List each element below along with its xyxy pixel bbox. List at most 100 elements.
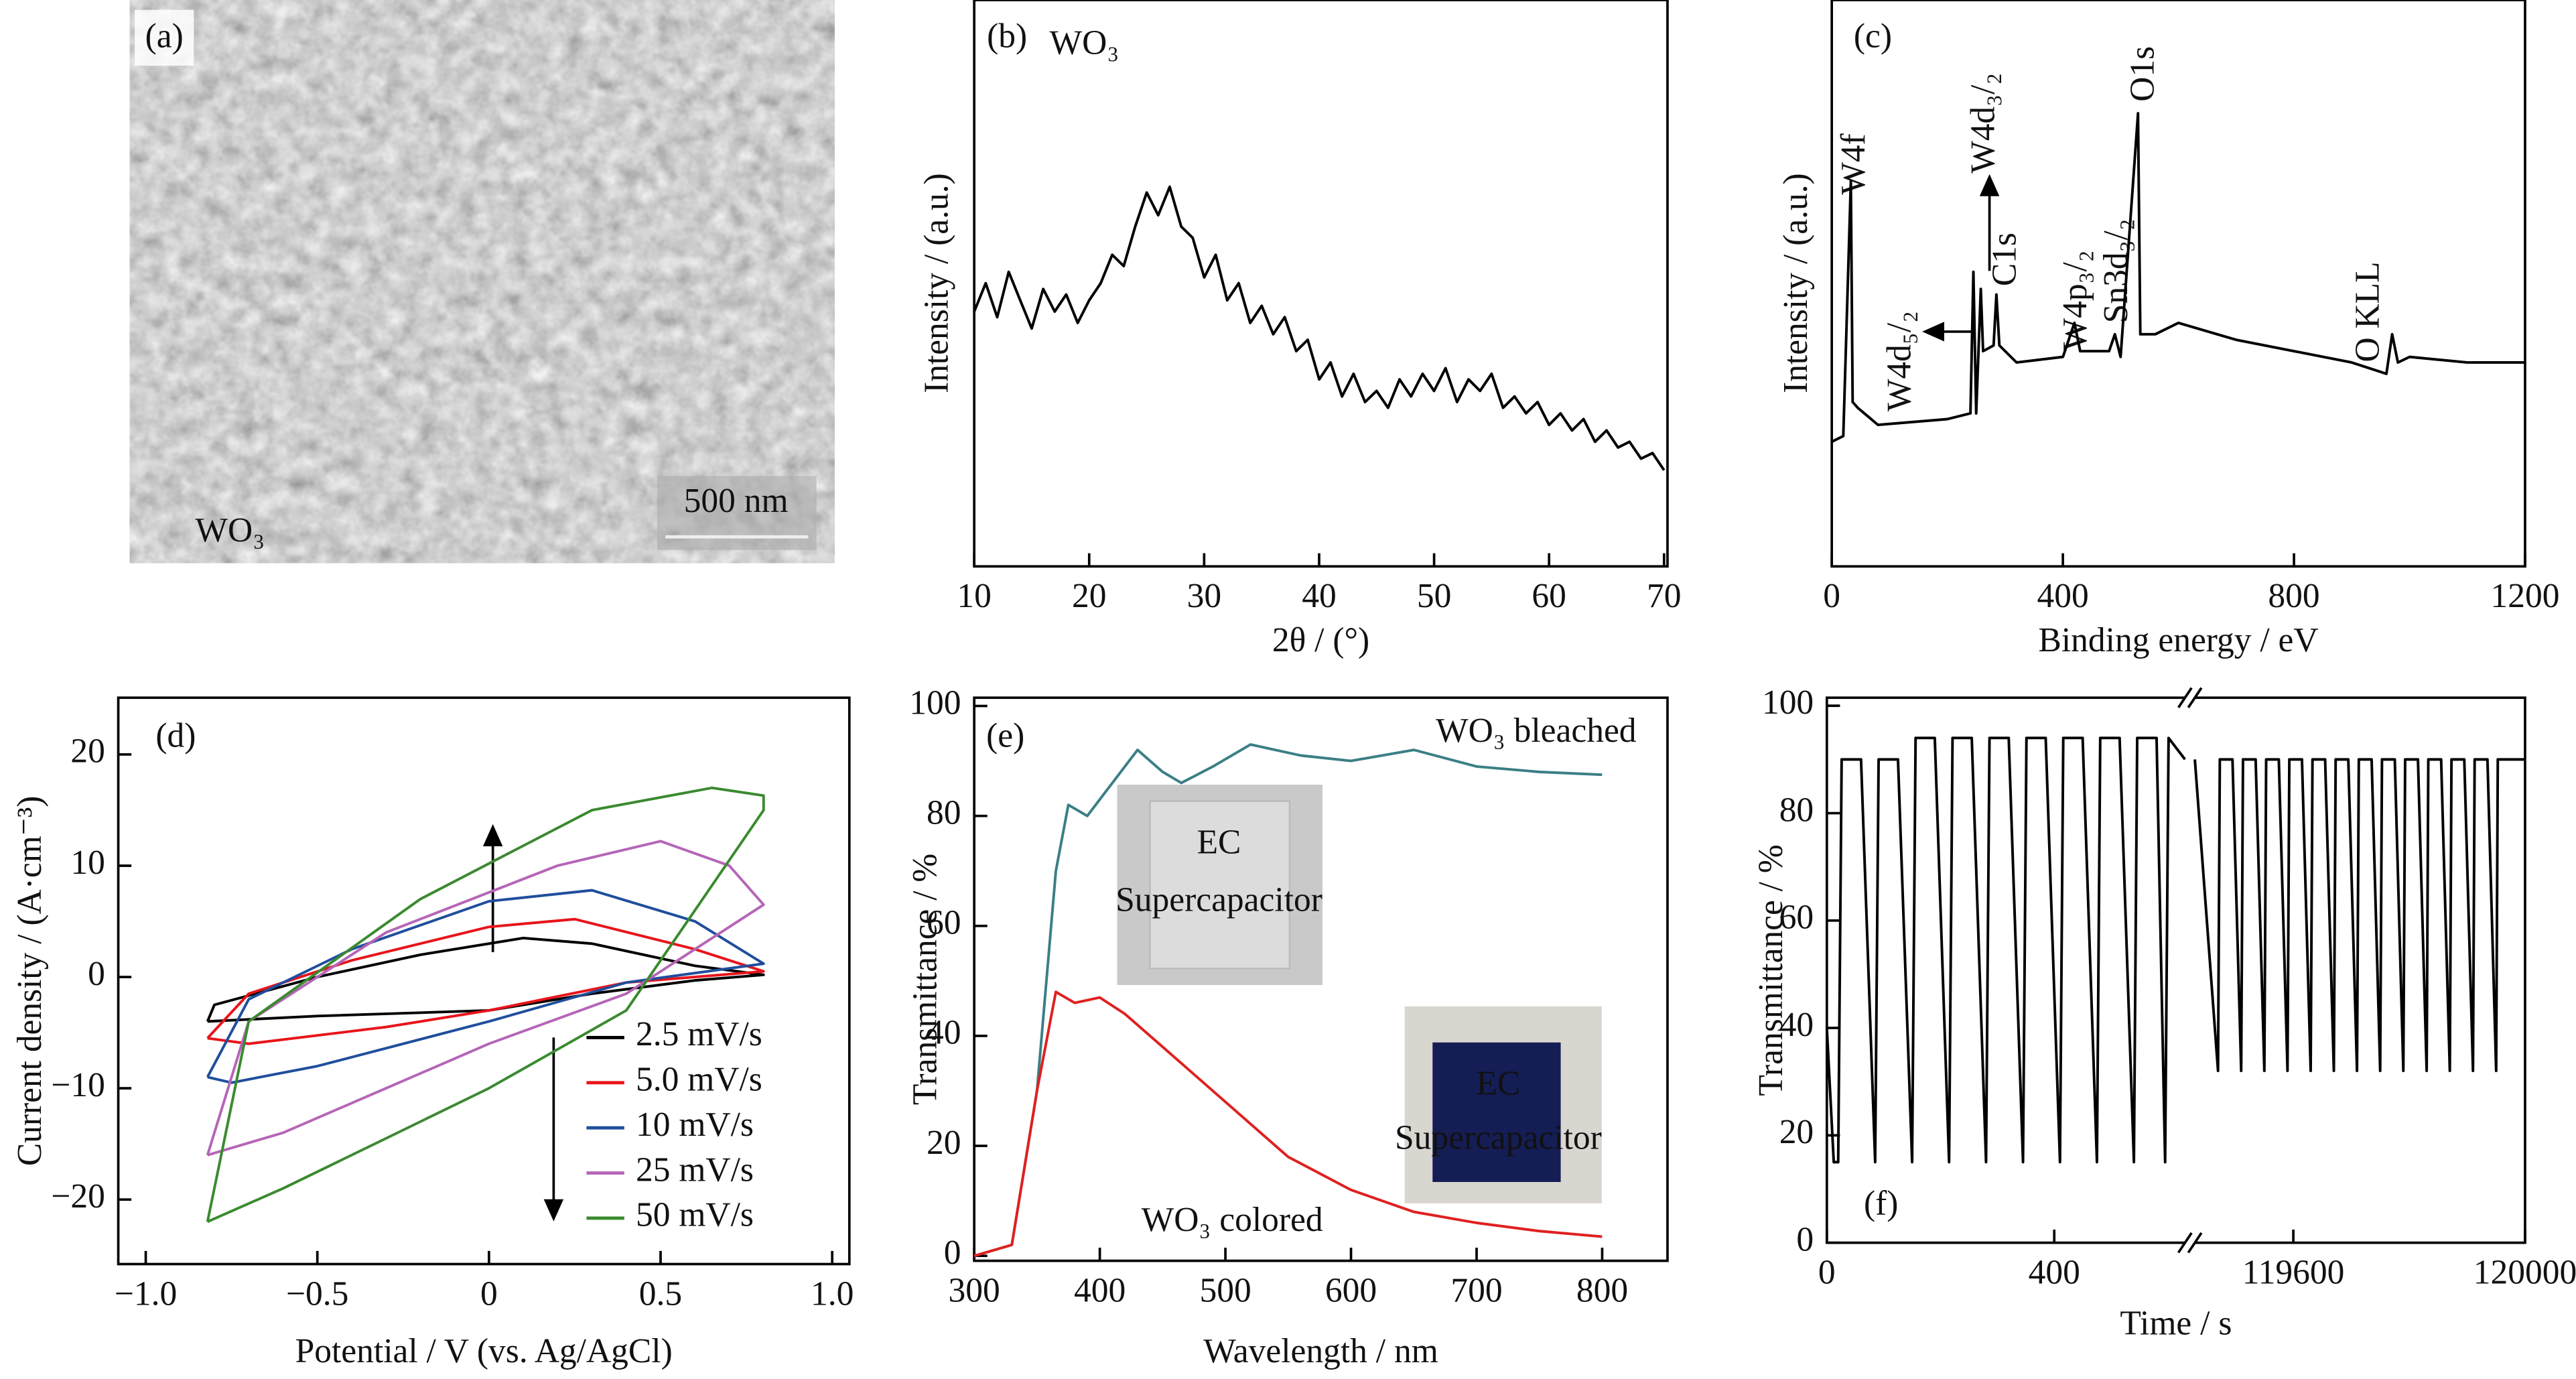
glass <box>1149 800 1291 970</box>
axis-break <box>2185 694 2195 1246</box>
annotation: WO₃ bleached <box>1436 712 1637 750</box>
legend-label: 50 mV/s <box>636 1196 754 1234</box>
y-tick-label: 0 <box>1796 1220 1814 1258</box>
y-tick-label: 0 <box>88 955 105 993</box>
data-line <box>973 990 1603 1258</box>
x-tick-label: 0.5 <box>639 1274 682 1313</box>
annotation: O1s <box>2123 46 2161 102</box>
legend-label: 2.5 mV/s <box>636 1015 762 1053</box>
y-tick-label: 10 <box>70 844 105 882</box>
y-tick-label: 80 <box>1779 791 1814 829</box>
y-axis-label: Transmittance / % <box>1752 844 1790 1096</box>
data-line <box>206 889 765 1084</box>
x-tick-label: 800 <box>2268 577 2319 615</box>
glass <box>1432 1042 1561 1182</box>
x-tick-label: 400 <box>2037 577 2088 615</box>
data-line <box>2193 758 2525 1073</box>
break-mark <box>2187 1232 2203 1254</box>
x-tick-label: 119600 <box>2242 1253 2345 1291</box>
y-tick-label: 0 <box>944 1234 961 1272</box>
annotation: W4f <box>1834 133 1873 194</box>
data-line <box>973 743 1603 1258</box>
sem-image <box>129 0 835 564</box>
y-tick-label: 100 <box>909 683 961 722</box>
x-tick-label: −0.5 <box>286 1274 348 1313</box>
annotation: W4d₅/₂ <box>1880 311 1918 411</box>
inset-text: EC <box>1197 824 1241 862</box>
y-tick-label: 20 <box>927 1124 961 1162</box>
y-tick-label: 20 <box>1779 1113 1814 1151</box>
x-axis-label: Potential / V (vs. Ag/AgCl) <box>295 1332 673 1370</box>
x-tick-label: 1.0 <box>811 1274 854 1313</box>
y-tick-label: 80 <box>927 794 961 832</box>
y-axis-label: Intensity / (a.u.) <box>1777 173 1815 393</box>
y-tick-label: 100 <box>1762 683 1814 722</box>
x-tick-label: 600 <box>1325 1271 1377 1309</box>
x-tick-label: 60 <box>1532 577 1566 615</box>
plot-frame <box>973 0 1669 568</box>
x-tick-label: 500 <box>1199 1271 1251 1309</box>
annotation: WO₃ <box>1050 23 1120 62</box>
panel-label: (d) <box>155 716 196 754</box>
label-box <box>135 9 194 66</box>
annotation: C1s <box>1985 233 2023 286</box>
inset-text: Supercapacitor <box>1395 1119 1602 1157</box>
y-tick-label: 60 <box>1779 899 1814 937</box>
legend-label: 10 mV/s <box>636 1106 754 1144</box>
x-axis-label: Wavelength / nm <box>1203 1332 1438 1370</box>
x-tick-label: 0 <box>480 1274 498 1313</box>
y-tick-label: 40 <box>927 1014 961 1052</box>
x-tick-label: 20 <box>1072 577 1106 615</box>
x-tick-label: −1.0 <box>115 1274 177 1313</box>
plot-frame <box>1830 0 2526 568</box>
y-tick-label: 20 <box>70 732 105 771</box>
legend-label: 25 mV/s <box>636 1151 754 1189</box>
panel-label: (f) <box>1864 1185 1898 1223</box>
annotation: 500 nm <box>684 482 789 520</box>
y-axis-label: Transmittance / % <box>906 854 944 1105</box>
panel-label: (e) <box>986 716 1024 754</box>
x-axis-label: Binding energy / eV <box>2039 621 2319 659</box>
annotation: WO₃ colored <box>1142 1201 1323 1239</box>
break-mark <box>2177 1232 2193 1254</box>
x-tick-label: 120000 <box>2473 1253 2576 1291</box>
x-axis-label: 2θ / (°) <box>1272 621 1369 659</box>
x-axis-label: Time / s <box>2120 1304 2232 1342</box>
plot-frame <box>117 696 851 1266</box>
data-line <box>206 840 765 1157</box>
break-mark <box>2177 687 2193 708</box>
x-tick-label: 10 <box>957 577 991 615</box>
x-tick-label: 30 <box>1187 577 1221 615</box>
data-line <box>1825 736 2186 1164</box>
legend-label: 5.0 mV/s <box>636 1061 762 1099</box>
x-tick-label: 400 <box>2029 1253 2080 1291</box>
plot-frame <box>1825 696 2526 1244</box>
y-tick-label: −20 <box>51 1177 105 1216</box>
x-tick-label: 400 <box>1074 1271 1126 1309</box>
annotation: WO₃ <box>195 511 265 549</box>
x-tick-label: 700 <box>1450 1271 1502 1309</box>
panel-label: (b) <box>987 17 1027 56</box>
plot-frame <box>973 696 1669 1262</box>
inset-text: EC <box>1476 1065 1520 1103</box>
x-tick-label: 0 <box>1818 1253 1836 1291</box>
annotation: W4d₃/₂ <box>1964 73 2002 174</box>
break-mark <box>2187 687 2203 708</box>
x-tick-label: 40 <box>1302 577 1336 615</box>
annotation: W4p₃/₂ <box>2056 250 2094 350</box>
x-tick-label: 1200 <box>2490 577 2559 615</box>
y-tick-label: 60 <box>927 904 961 942</box>
x-tick-label: 0 <box>1823 577 1840 615</box>
data-line <box>206 786 765 1224</box>
panel-label: (c) <box>1854 17 1892 56</box>
annotation: O KLL <box>2348 261 2386 362</box>
y-axis-label: Intensity / (a.u.) <box>917 173 955 393</box>
x-tick-label: 800 <box>1576 1271 1628 1309</box>
data-line <box>973 185 1666 471</box>
y-axis-label: Current density / (A·cm⁻³) <box>11 796 49 1167</box>
x-tick-label: 300 <box>949 1271 1000 1309</box>
panel-label: (a) <box>145 17 184 56</box>
x-tick-label: 70 <box>1647 577 1681 615</box>
